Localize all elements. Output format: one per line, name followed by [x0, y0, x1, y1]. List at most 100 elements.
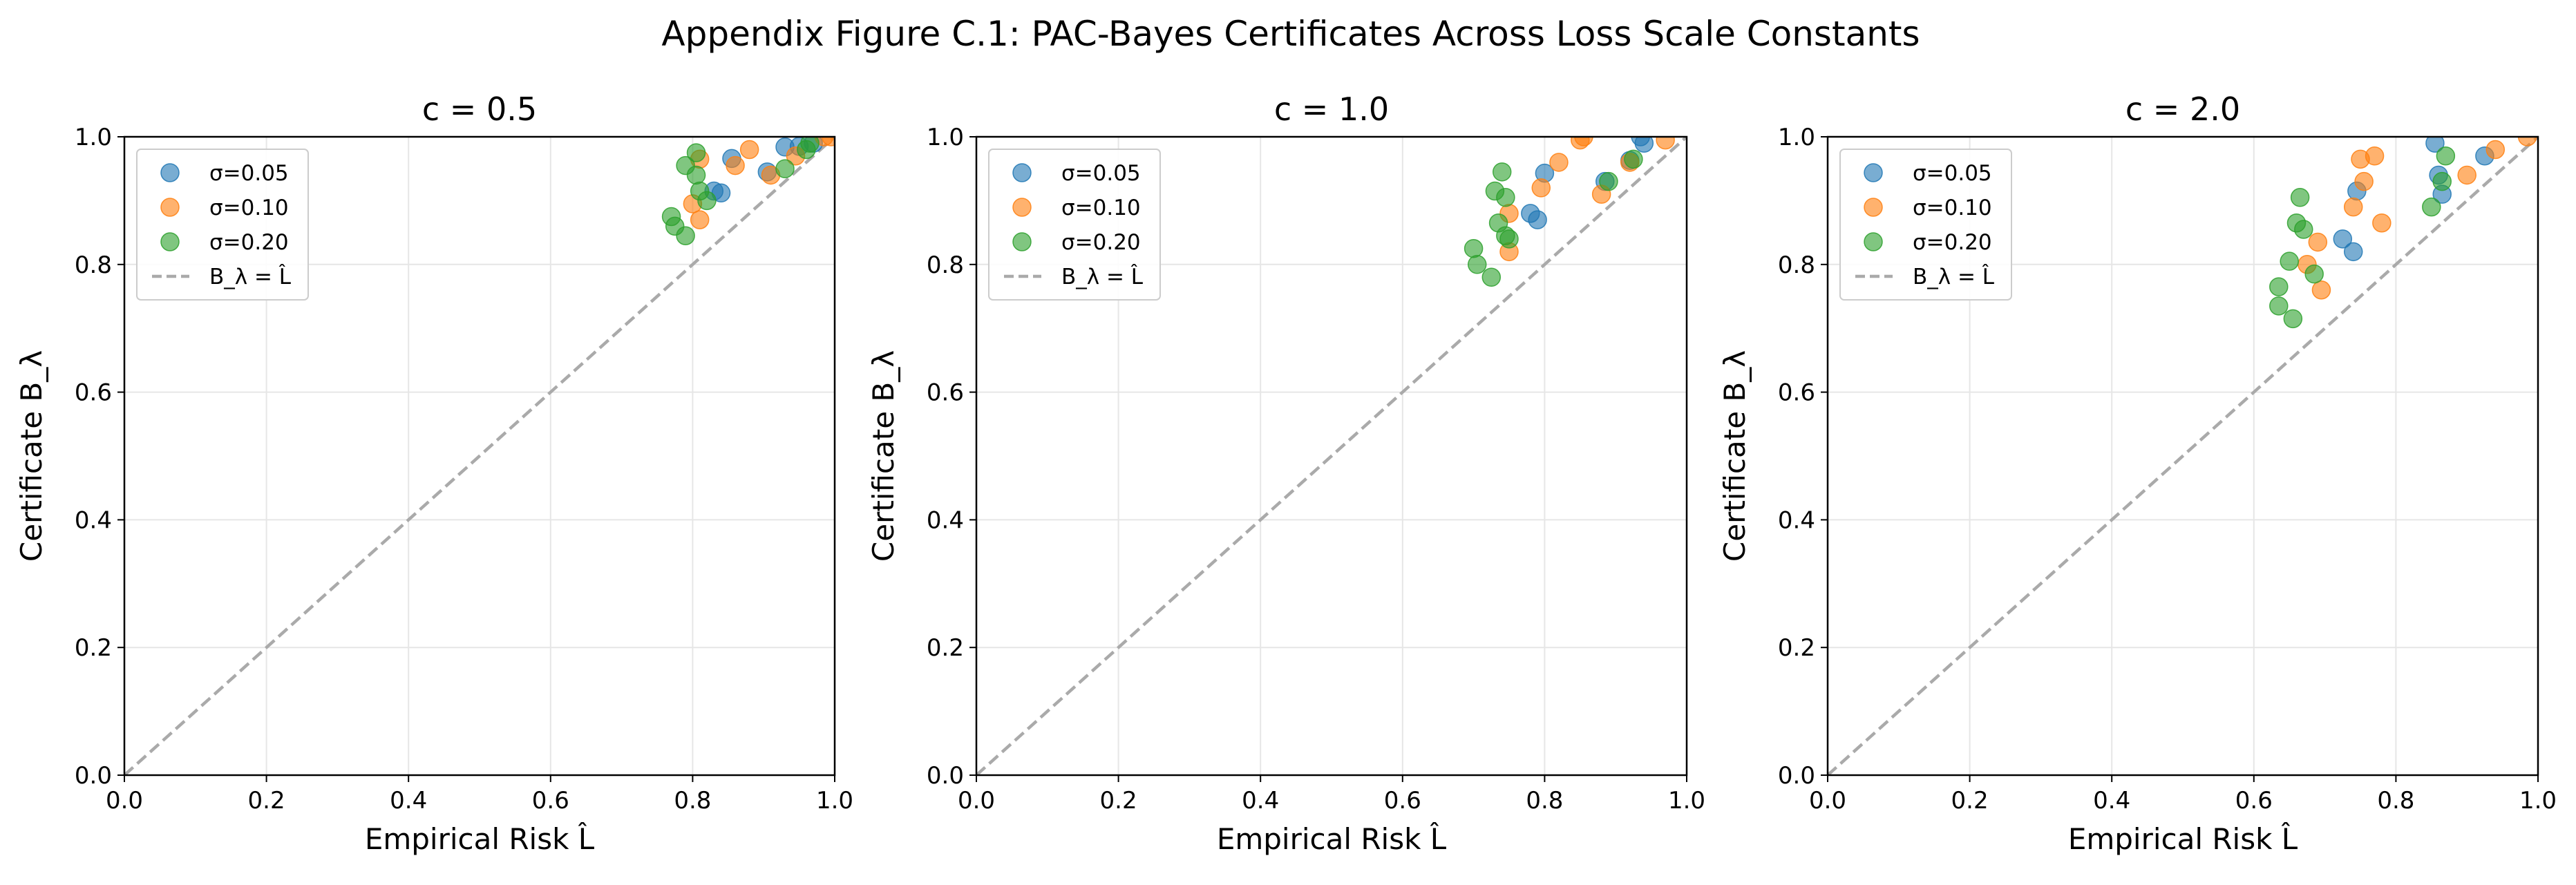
scatter-point-series-2: [2517, 137, 2537, 146]
axes-frame: [123, 135, 836, 777]
x-tick-label: 0.4: [2093, 787, 2130, 815]
y-tick-label: 0.6: [927, 379, 964, 407]
y-tick-label: 0.0: [75, 762, 112, 790]
scatter-point-series-3: [1624, 149, 1643, 169]
scatter-point-series-3: [676, 226, 695, 245]
scatter-point-series-2: [2308, 232, 2328, 252]
y-tick-label: 0.2: [1778, 634, 1815, 662]
scatter-point-series-3: [1496, 188, 1515, 207]
scatter-point-series-1: [1634, 137, 1654, 153]
panel-title: c = 1.0: [1274, 91, 1389, 128]
legend-label: σ=0.10: [209, 196, 289, 220]
scatter-point-series-2: [2351, 149, 2370, 169]
scatter-point-series-3: [686, 143, 706, 162]
legend-marker: [160, 163, 180, 182]
legend-label: σ=0.05: [209, 161, 289, 186]
y-tick-label: 0.6: [1778, 379, 1815, 407]
scatter-point-series-3: [2280, 251, 2299, 271]
panel-2: 0.0 0.2 0.4 0.6 0.8 1.0 0.0 0.2 0.4 0.6 0.8 1.0 c = …: [866, 91, 1705, 856]
x-tick-label: 0.2: [1951, 787, 1989, 815]
scatter-point-series-2: [1656, 137, 1675, 150]
legend-box: [988, 149, 1161, 301]
reference-line: [124, 137, 835, 775]
scatter-point-series-3: [2269, 277, 2289, 296]
scatter-point-series-2: [1549, 153, 1569, 172]
legend-label: σ=0.05: [1061, 161, 1141, 186]
y-tick-label: 0.0: [1778, 762, 1815, 790]
legend-marker: [160, 198, 180, 217]
legend-label: B_λ = L̂: [209, 264, 292, 289]
scatter-point-series-2: [739, 140, 759, 160]
scatter-point-series-3: [1467, 255, 1487, 274]
panel-title: c = 0.5: [422, 91, 537, 128]
y-tick-label: 1.0: [1778, 124, 1815, 151]
x-tick-label: 0.8: [2377, 787, 2414, 815]
y-tick-label: 0.2: [75, 634, 112, 662]
scatter-point-series-2: [726, 155, 745, 175]
scatter-point-series-3: [2294, 220, 2313, 239]
legend-marker: [1864, 163, 1883, 182]
x-tick-label: 0.8: [674, 787, 711, 815]
scatter-point-series-2: [690, 210, 710, 229]
legend-label: σ=0.10: [1913, 196, 1992, 220]
y-tick-label: 0.4: [927, 506, 964, 534]
scatter-point-series-2: [1574, 137, 1593, 146]
scatter-point-series-1: [2343, 242, 2363, 262]
y-tick-label: 0.4: [1778, 506, 1815, 534]
legend-marker: [160, 232, 180, 251]
scatter-point-series-3: [1492, 162, 1512, 182]
x-tick-label: 0.0: [958, 787, 995, 815]
legend-label: B_λ = L̂: [1061, 264, 1144, 289]
legend-marker: [1012, 198, 1032, 217]
x-axis-label: Empirical Risk L̂: [1217, 821, 1447, 856]
scatter-point-series-3: [697, 191, 717, 211]
scatter-point-series-2: [822, 137, 835, 146]
scatter-point-series-3: [800, 137, 820, 153]
x-tick-label: 0.8: [1526, 787, 1563, 815]
scatter-point-series-2: [2372, 213, 2392, 233]
x-tick-label: 0.6: [2235, 787, 2273, 815]
y-axis-label: Certificate B_λ: [15, 350, 48, 562]
scatter-point-series-2: [1531, 178, 1551, 198]
x-tick-label: 0.4: [390, 787, 427, 815]
scatter-point-series-3: [2304, 264, 2324, 284]
scatter-point-series-2: [2343, 197, 2363, 217]
legend-label: σ=0.10: [1061, 196, 1141, 220]
legend-marker: [1864, 198, 1883, 217]
axes-frame: [975, 135, 1688, 777]
scatter-point-series-2: [2457, 165, 2476, 185]
x-axis-label: Empirical Risk L̂: [365, 821, 595, 856]
panel-3: 0.0 0.2 0.4 0.6 0.8 1.0 0.0 0.2 0.4 0.6 0.8 1.0 c = …: [1718, 91, 2557, 856]
legend-label: B_λ = L̂: [1913, 264, 1995, 289]
scatter-point-series-3: [2432, 171, 2452, 191]
x-tick-label: 0.6: [532, 787, 569, 815]
x-tick-label: 1.0: [816, 787, 853, 815]
scatter-point-series-3: [775, 159, 795, 178]
scatter-point-series-3: [2290, 188, 2310, 207]
x-tick-label: 0.6: [1384, 787, 1421, 815]
y-tick-label: 0.6: [75, 379, 112, 407]
y-tick-label: 0.8: [75, 251, 112, 279]
legend-marker: [1012, 163, 1032, 182]
y-axis-label: Certificate B_λ: [866, 350, 900, 562]
y-axis-label: Certificate B_λ: [1718, 350, 1752, 562]
scatter-point-series-2: [2485, 140, 2506, 160]
scatter-point-series-1: [2425, 137, 2445, 153]
scatter-point-series-3: [1599, 171, 1618, 191]
scatter-point-series-2: [2354, 171, 2374, 191]
x-tick-label: 1.0: [1668, 787, 1705, 815]
scatter-point-series-3: [1481, 267, 1502, 287]
legend-label: σ=0.20: [209, 230, 289, 255]
y-tick-label: 0.8: [1778, 251, 1815, 279]
x-tick-label: 0.2: [1100, 787, 1137, 815]
legend-label: σ=0.20: [1913, 230, 1992, 255]
scatter-point-series-1: [2333, 229, 2353, 249]
scatter-point-series-3: [686, 165, 706, 185]
y-tick-label: 0.0: [927, 762, 964, 790]
x-tick-label: 1.0: [2519, 787, 2557, 815]
panel-1: 0.0 0.2 0.4 0.6 0.8 1.0 0.0 0.2 0.4 0.6 0.8 1.0 c = …: [15, 91, 853, 856]
scatter-point-series-3: [1464, 238, 1484, 258]
figure-title: Appendix Figure C.1: PAC-Bayes Certifica…: [661, 14, 1920, 54]
x-tick-label: 0.0: [1809, 787, 1846, 815]
